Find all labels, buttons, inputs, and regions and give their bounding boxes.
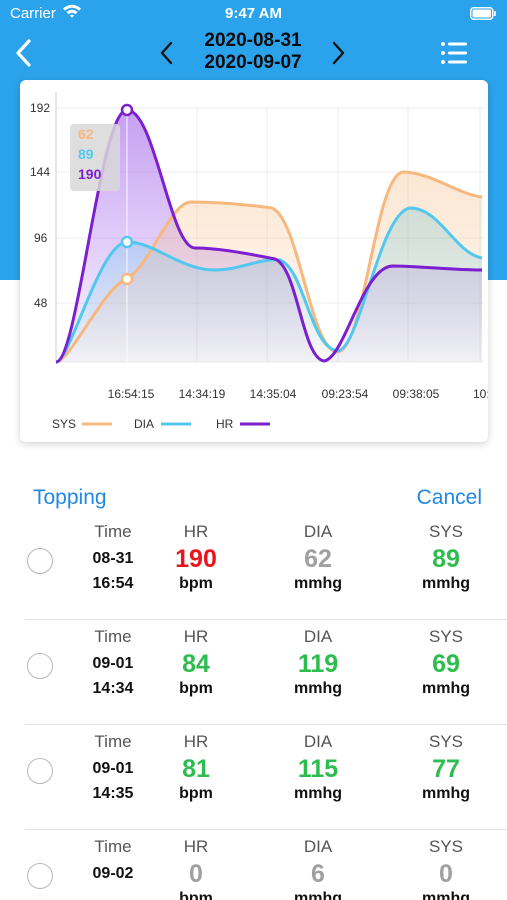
sys-value: 89 bbox=[432, 545, 460, 573]
chart-canvas: 192 144 96 48 16:54:15 14:34:19 14:35:04… bbox=[30, 92, 488, 431]
dia-unit: mmhg bbox=[294, 575, 342, 592]
y-tick-96: 96 bbox=[34, 231, 48, 245]
tooltip-value: 62 bbox=[78, 126, 94, 142]
chart-legend: SYS DIA HR bbox=[52, 417, 270, 431]
row-divider bbox=[25, 724, 507, 725]
dia-value: 119 bbox=[297, 650, 339, 678]
sys-value: 69 bbox=[432, 650, 460, 678]
dia-value: 115 bbox=[297, 755, 339, 783]
record-row[interactable]: Time 08-31 16:54 HR 190 bpm DIA 62 mmhg SYS 89 mmhg bbox=[0, 515, 507, 620]
select-radio[interactable] bbox=[27, 548, 53, 574]
chart-tooltip: 62 89 190 bbox=[70, 124, 120, 191]
carrier-label: Carrier bbox=[10, 5, 56, 22]
dia-selected-point bbox=[120, 235, 134, 249]
legend-label: SYS bbox=[52, 417, 76, 431]
time-header: Time bbox=[94, 837, 132, 856]
select-radio[interactable] bbox=[27, 653, 53, 679]
record-date: 09-02 bbox=[92, 865, 134, 882]
hr-header: HR bbox=[183, 732, 209, 751]
sys-header: SYS bbox=[428, 627, 464, 646]
sys-selected-point bbox=[120, 272, 134, 286]
y-tick-labels: 192 144 96 48 bbox=[30, 101, 50, 310]
row-divider bbox=[25, 619, 507, 620]
hr-unit: bpm bbox=[179, 575, 213, 592]
battery-icon bbox=[470, 7, 496, 20]
dia-header: DIA bbox=[303, 522, 333, 541]
wifi-icon bbox=[63, 4, 81, 18]
record-date: 09-01 bbox=[92, 760, 134, 777]
date-range: 2020-08-31 2020-09-07 bbox=[183, 30, 323, 74]
record-date: 09-01 bbox=[92, 655, 134, 672]
sys-unit: mmhg bbox=[422, 680, 470, 697]
cancel-button[interactable]: Cancel bbox=[416, 486, 482, 509]
x-tick-label: 09:38:05 bbox=[393, 387, 440, 401]
clock: 9:47 AM bbox=[225, 5, 282, 22]
hr-value: 81 bbox=[182, 755, 210, 783]
navigation-bar: 2020-08-31 2020-09-07 bbox=[0, 28, 507, 78]
dia-header: DIA bbox=[303, 627, 333, 646]
sys-value: 0 bbox=[439, 860, 453, 888]
hr-selected-point bbox=[120, 103, 134, 117]
hr-header: HR bbox=[183, 837, 209, 856]
x-tick-labels: 16:54:15 14:34:19 14:35:04 09:23:54 09:3… bbox=[108, 387, 488, 401]
date-range-end: 2020-09-07 bbox=[204, 52, 302, 73]
row-divider bbox=[25, 829, 507, 830]
dia-value: 6 bbox=[311, 860, 325, 888]
x-tick-label: 14:35:04 bbox=[250, 387, 297, 401]
sys-unit: mmhg bbox=[422, 785, 470, 802]
blood-pressure-chart: 192 144 96 48 16:54:15 14:34:19 14:35:04… bbox=[20, 80, 488, 442]
tooltip-value: 89 bbox=[78, 146, 94, 162]
hr-unit: bpm bbox=[179, 785, 213, 802]
dia-unit: mmhg bbox=[294, 890, 342, 900]
tooltip-value: 190 bbox=[78, 166, 102, 182]
dia-value: 62 bbox=[304, 545, 332, 573]
record-time: 14:35 bbox=[92, 785, 134, 802]
legend-label: DIA bbox=[134, 417, 154, 431]
legend-label: HR bbox=[216, 417, 234, 431]
next-period-icon[interactable] bbox=[328, 40, 348, 66]
record-date: 08-31 bbox=[92, 550, 134, 567]
time-header: Time bbox=[94, 732, 132, 751]
back-icon[interactable] bbox=[12, 38, 36, 68]
x-tick-label: 16:54:15 bbox=[108, 387, 155, 401]
select-radio[interactable] bbox=[27, 863, 53, 889]
x-tick-label: 14:34:19 bbox=[179, 387, 226, 401]
record-row[interactable]: Time 09-01 14:35 HR 81 bpm DIA 115 mmhg SYS 77 mmhg bbox=[0, 725, 507, 830]
time-header: Time bbox=[94, 627, 132, 646]
date-range-start: 2020-08-31 bbox=[204, 30, 302, 51]
status-bar: Carrier 9:47 AM bbox=[0, 0, 507, 28]
list-menu-icon[interactable] bbox=[440, 40, 468, 66]
sys-unit: mmhg bbox=[422, 575, 470, 592]
sys-header: SYS bbox=[428, 522, 464, 541]
previous-period-icon[interactable] bbox=[157, 40, 177, 66]
y-tick-48: 48 bbox=[34, 296, 48, 310]
record-time: 14:34 bbox=[92, 680, 134, 697]
select-radio[interactable] bbox=[27, 758, 53, 784]
sys-value: 77 bbox=[432, 755, 460, 783]
dia-header: DIA bbox=[303, 732, 333, 751]
y-tick-192: 192 bbox=[30, 101, 50, 115]
y-tick-144: 144 bbox=[30, 165, 50, 179]
dia-header: DIA bbox=[303, 837, 333, 856]
time-header: Time bbox=[94, 522, 132, 541]
hr-header: HR bbox=[183, 627, 209, 646]
record-row[interactable]: Time 09-01 14:34 HR 84 bpm DIA 119 mmhg SYS 69 mmhg bbox=[0, 620, 507, 725]
dia-unit: mmhg bbox=[294, 785, 342, 802]
dia-unit: mmhg bbox=[294, 680, 342, 697]
sys-header: SYS bbox=[428, 837, 464, 856]
x-tick-label: 10:5 bbox=[473, 387, 488, 401]
topping-button[interactable]: Topping bbox=[33, 486, 107, 509]
sys-header: SYS bbox=[428, 732, 464, 751]
hr-value: 84 bbox=[182, 650, 210, 678]
sys-series-area bbox=[56, 172, 482, 362]
record-row[interactable]: Time 09-02 HR 0 bpm DIA 6 mmhg SYS 0 mmhg bbox=[0, 830, 507, 900]
x-tick-label: 09:23:54 bbox=[322, 387, 369, 401]
hr-unit: bpm bbox=[179, 890, 213, 900]
hr-unit: bpm bbox=[179, 680, 213, 697]
record-time: 16:54 bbox=[92, 575, 134, 592]
hr-value: 190 bbox=[175, 545, 217, 573]
sys-unit: mmhg bbox=[422, 890, 470, 900]
hr-value: 0 bbox=[189, 860, 203, 888]
hr-header: HR bbox=[183, 522, 209, 541]
